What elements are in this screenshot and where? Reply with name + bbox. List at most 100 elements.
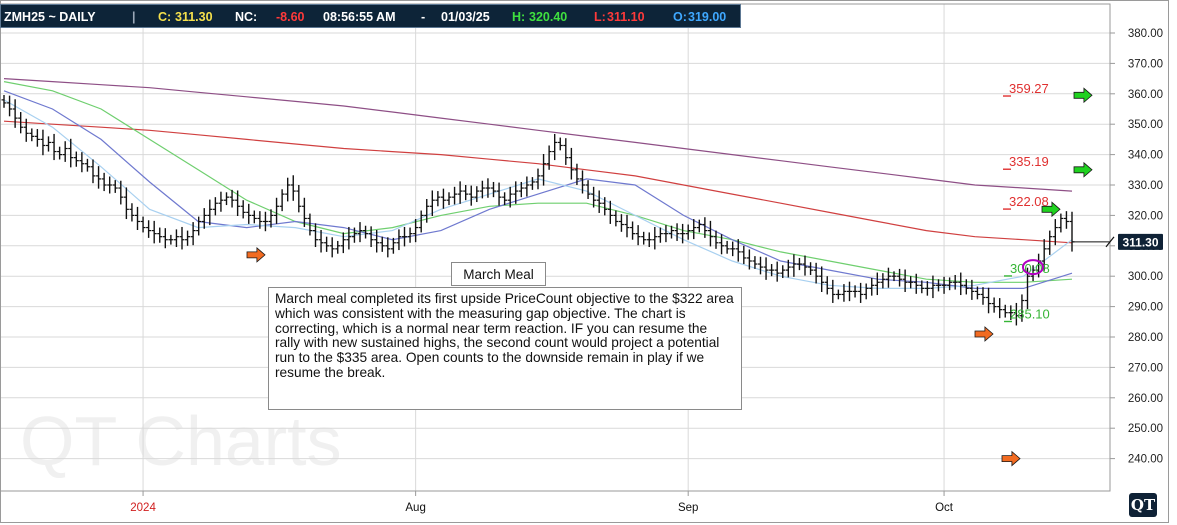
ohlc-bar [140,216,146,233]
ohlc-bar [429,190,435,217]
close-label: C: [158,10,172,24]
ohlc-bar [791,254,797,277]
ohlc-bar [997,298,1003,319]
ohlc-bar [813,262,819,284]
ohlc-bar [930,275,936,299]
ohlc-bar [118,180,124,205]
ohlc-bar [357,222,363,243]
ohlc-bar [529,177,535,190]
low-label: L: [594,10,606,24]
ohlc-bar [279,189,285,212]
ohlc-bar [719,234,725,255]
ohlc-bar [246,203,252,224]
ohlc-bar [630,221,636,240]
signal-arrow [1001,450,1021,467]
ohlc-bar [29,128,35,142]
ohlc-bar [885,267,891,288]
header-dash: - [421,10,426,24]
ohlc-bar [479,180,485,199]
ohlc-bar [79,152,85,173]
high-label: H: [512,10,526,24]
ohlc-bar [986,287,992,314]
ohlc-bar [101,172,107,192]
ohlc-bar [696,219,702,233]
signal-arrow [1041,201,1061,218]
ohlc-bar [963,279,969,295]
ohlc-bar [908,276,914,289]
y-tick-label: 270.00 [1128,362,1163,374]
ohlc-bar [435,191,441,207]
ohlc-bar [830,279,836,303]
high-value: 320.40 [529,10,568,24]
ohlc-bar [1025,267,1030,310]
ohlc-bar [390,237,396,254]
y-tick-label: 370.00 [1128,58,1163,70]
ohlc-bar [663,225,669,243]
ohlc-bar [580,170,585,194]
ohlc-bar [557,137,563,151]
target-label: 359.27 [1009,81,1049,96]
ohlc-bar [201,208,207,229]
y-tick-label: 360.00 [1128,89,1163,101]
ohlc-bar [847,281,852,302]
ohlc-bar [51,133,57,161]
ohlc-bar [413,219,419,243]
ohlc-bar [285,177,291,202]
ohlc-bar [863,283,869,300]
nc-value: -8.60 [276,10,305,24]
ohlc-bar [602,197,608,216]
ohlc-bar [1041,239,1047,271]
ohlc-bar [34,129,40,147]
ohlc-bar [1013,302,1019,326]
ohlc-bar [763,257,769,280]
ohlc-bar [802,255,808,276]
ohlc-bar [218,191,224,212]
ohlc-bar [468,185,474,206]
ohlc-bar [229,189,235,208]
ohlc-bar [646,232,652,248]
ohlc-bar [418,210,424,233]
y-tick-label: 340.00 [1128,150,1163,162]
ohlc-bar [307,213,313,236]
ohlc-bar [1058,213,1064,233]
ohlc-bar [84,158,90,172]
open-label: O: [673,10,687,24]
ohlc-bar [1063,211,1069,229]
date-value: 01/03/25 [441,10,490,24]
moving-average-line [3,120,1073,244]
ohlc-bar [874,272,880,296]
ohlc-bar [185,230,191,246]
ohlc-bar [179,226,185,250]
ohlc-bar [340,232,346,254]
ohlc-bar [335,240,341,254]
ohlc-bar [385,237,391,258]
ohlc-bar [785,259,791,278]
ohlc-bar [507,186,513,208]
ohlc-bar [452,186,458,205]
ohlc-bar [196,216,202,236]
signal-arrows [246,87,1093,467]
ohlc-bar [496,182,502,206]
ohlc-bar [151,220,157,244]
ohlc-bar [607,200,613,224]
ohlc-bar [574,163,580,185]
moving-average-line [3,78,1073,192]
signal-arrow [974,326,994,342]
ohlc-bar [190,222,196,246]
ohlc-bar [168,234,174,245]
ohlc-bar [73,151,79,167]
target-label: 322.08 [1009,194,1049,209]
ohlc-bar [301,197,307,227]
ohlc-bar [12,99,18,128]
ohlc-bar [741,245,747,265]
ohlc-bar [535,168,541,190]
ohlc-bar [824,276,830,295]
ohlc-bar [657,227,663,243]
ohlc-bar [351,227,357,243]
ohlc-bar [724,240,730,254]
ohlc-bar [296,185,302,213]
ohlc-bar [346,226,352,250]
